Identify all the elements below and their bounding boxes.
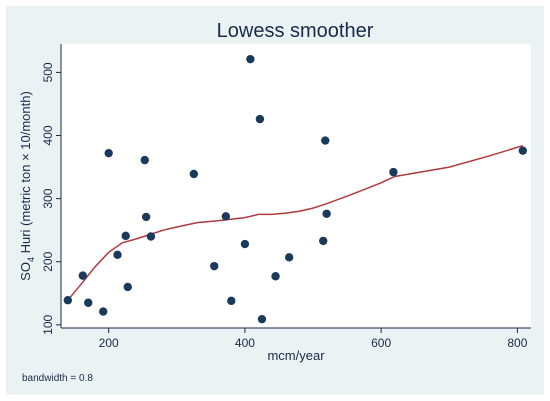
y-tick-label: 200 — [41, 251, 55, 271]
data-point — [141, 212, 151, 222]
data-point — [121, 231, 130, 241]
data-point — [321, 136, 330, 145]
data-point — [189, 169, 199, 179]
data-point — [99, 307, 108, 316]
lowess-chart: Lowess smoother 200 400 600 800 100 200 300 400… — [18, 20, 531, 384]
data-point — [123, 282, 132, 292]
scatter-points — [63, 54, 528, 324]
data-point — [271, 272, 280, 281]
data-point — [221, 212, 231, 221]
data-point — [322, 209, 331, 218]
data-point — [140, 155, 149, 165]
y-tick-label: 500 — [41, 62, 55, 82]
data-point — [78, 271, 87, 280]
x-tick-label: 600 — [371, 336, 391, 350]
y-axis-title: SO4 Huri (metric ton × 10/month) — [18, 91, 36, 281]
data-point — [284, 253, 294, 262]
data-point — [255, 114, 265, 124]
x-tick-label: 800 — [507, 336, 527, 350]
data-point — [210, 261, 219, 271]
data-point — [257, 314, 267, 324]
chart-frame: Lowess smoother 200 400 600 800 100 200 300 400… — [6, 6, 544, 395]
plot-area — [61, 44, 531, 328]
bandwidth-note: bandwidth = 0.8 — [22, 373, 93, 384]
lowess-curve — [67, 144, 524, 301]
chart-title: Lowess smoother — [217, 20, 374, 42]
y-tick-label: 100 — [41, 315, 55, 335]
data-point — [319, 236, 328, 246]
data-point — [63, 296, 73, 305]
x-axis-title: mcm/year — [267, 348, 325, 363]
x-tick-label: 400 — [235, 336, 255, 350]
data-point — [84, 298, 93, 307]
data-point — [146, 232, 156, 241]
data-point — [113, 250, 122, 259]
data-point — [104, 148, 113, 158]
x-tick-label: 200 — [99, 336, 119, 350]
data-point — [240, 239, 250, 249]
data-point — [246, 54, 255, 64]
y-tick-label: 400 — [41, 125, 55, 145]
data-point — [518, 146, 528, 155]
y-tick-label: 300 — [41, 188, 55, 208]
axis-ticks: 200 400 600 800 100 200 300 400 500 — [41, 62, 528, 350]
data-point — [389, 167, 398, 177]
data-point — [227, 296, 236, 306]
